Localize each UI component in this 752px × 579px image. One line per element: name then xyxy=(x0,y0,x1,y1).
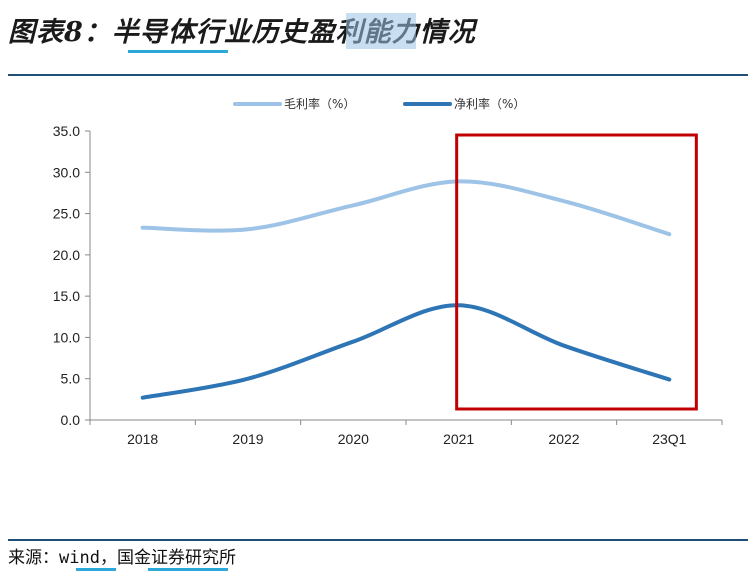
net-margin-line xyxy=(140,303,672,400)
y-tick-label: 20.0 xyxy=(53,247,80,263)
x-tick-label: 2022 xyxy=(548,431,579,447)
source-underline-2 xyxy=(148,568,228,571)
x-tick-label: 2019 xyxy=(232,431,263,447)
title-highlight xyxy=(346,13,416,49)
highlight-box xyxy=(455,133,698,411)
title-block: 图表8：半导体行业历史盈利能力情况 xyxy=(8,10,476,54)
y-tick-label: 35.0 xyxy=(53,123,80,139)
y-tick-label: 30.0 xyxy=(53,164,80,180)
y-tick-label: 0.0 xyxy=(61,412,81,428)
title-underline xyxy=(128,50,228,53)
bottom-divider xyxy=(8,539,748,541)
top-divider xyxy=(8,74,748,76)
source-underline-1 xyxy=(76,568,116,571)
highlight-layer xyxy=(455,133,698,411)
y-tick-label: 5.0 xyxy=(61,371,81,387)
legend-net-label: 净利率（%） xyxy=(454,96,525,111)
y-tick-label: 15.0 xyxy=(53,288,80,304)
x-tick-label: 2020 xyxy=(338,431,369,447)
y-tick-label: 25.0 xyxy=(53,206,80,222)
x-tick-label: 2021 xyxy=(443,431,474,447)
legend-gross-label: 毛利率（%） xyxy=(284,96,355,111)
series-layer xyxy=(140,179,672,400)
source-note: 来源：wind，国金证券研究所 xyxy=(8,548,236,568)
gross-margin-line xyxy=(140,179,672,237)
y-axis: 0.0 5.0 10.0 15.0 20.0 25.0 30.0 35.0 xyxy=(53,123,91,428)
x-tick-label: 2018 xyxy=(127,431,158,447)
x-tick-label: 23Q1 xyxy=(652,431,686,447)
y-tick-label: 10.0 xyxy=(53,329,80,345)
x-axis: 2018 2019 2020 2021 2022 23Q1 xyxy=(89,419,723,447)
legend: 毛利率（%） 净利率（%） xyxy=(233,96,525,111)
